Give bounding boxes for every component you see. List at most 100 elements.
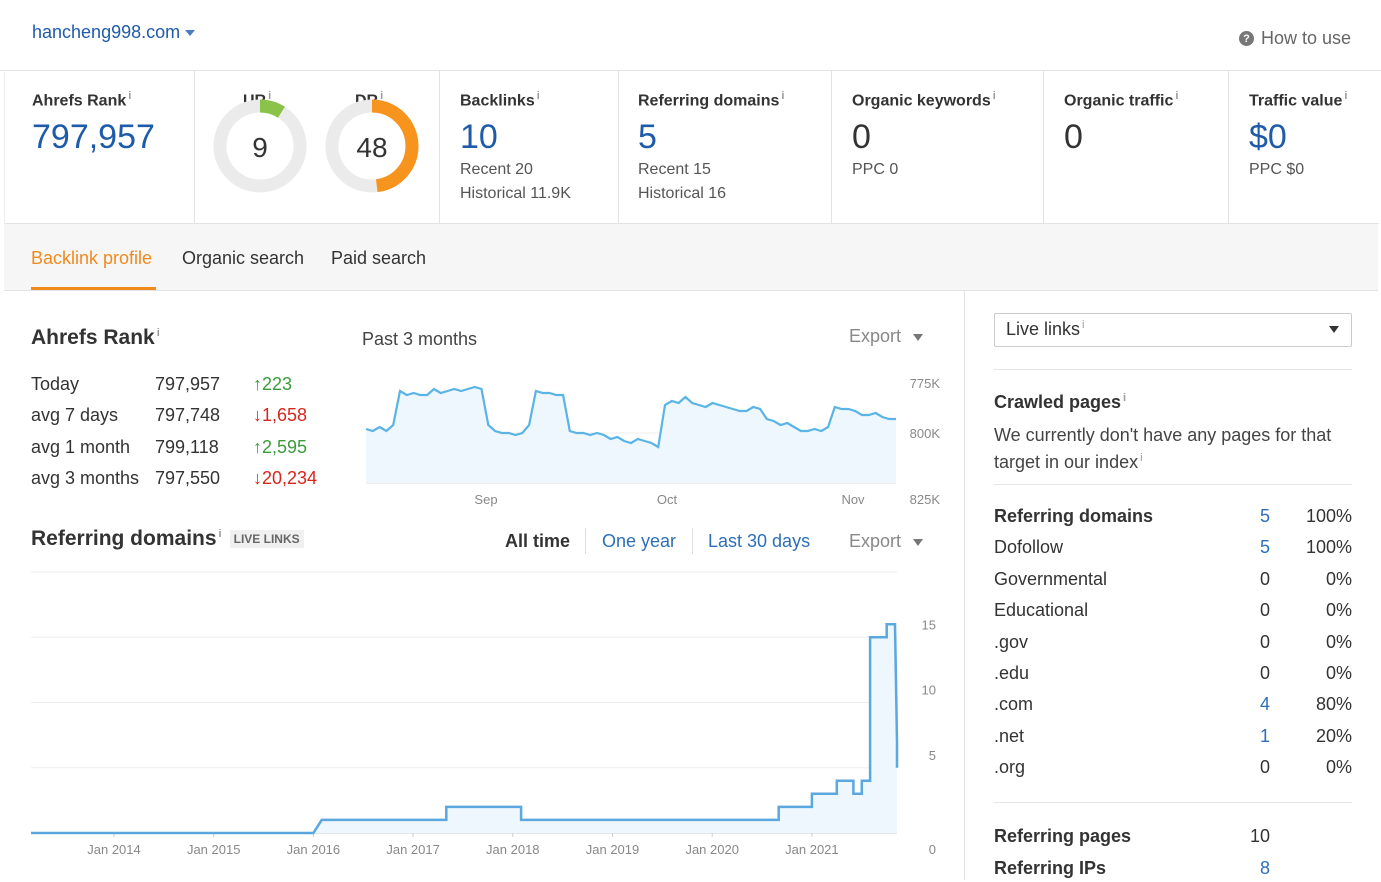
breakdown-label: Dofollow	[994, 537, 1064, 558]
ahrefs-rank-value[interactable]: 797,957	[32, 118, 155, 156]
breakdown-row: .net 1 20%	[994, 726, 1352, 750]
filter-all-time[interactable]: All time	[505, 531, 571, 551]
referring-domains-area	[31, 624, 897, 833]
metric-label: Organic traffic i	[1064, 90, 1179, 110]
breakdown-count: 0	[1259, 757, 1270, 778]
x-tick-label: Jan 2021	[785, 842, 839, 857]
info-icon[interactable]: i	[128, 90, 132, 102]
backlinks-historical[interactable]: Historical 11.9K	[460, 185, 571, 202]
backlinks-value[interactable]: 10	[460, 118, 498, 156]
metric-label: Backlinks i	[460, 90, 540, 110]
dropdown-caret-icon[interactable]	[1329, 326, 1339, 333]
referring-domains-historical[interactable]: Historical 16	[638, 185, 727, 202]
breakdown-row: .edu 0 0%	[994, 663, 1352, 687]
metric-organic-traffic: Organic traffic i 0	[1043, 70, 1229, 223]
filter-one-year[interactable]: One year	[602, 531, 677, 551]
links-type-select[interactable]: Live links i	[994, 313, 1352, 347]
metric-referring-domains: Referring domains i 5 Recent 15 Historica…	[618, 70, 832, 223]
info-icon[interactable]: i	[156, 327, 160, 339]
info-icon[interactable]: i	[1123, 392, 1127, 404]
x-tick-label: Jan 2017	[386, 842, 440, 857]
breakdown-percent: 0%	[1325, 757, 1352, 778]
how-to-use-link[interactable]: ? How to use	[1238, 28, 1351, 49]
how-to-use-label[interactable]: How to use	[1260, 28, 1351, 48]
referring-domains-recent[interactable]: Recent 15	[638, 161, 711, 178]
breakdown-label: .gov	[994, 631, 1029, 652]
crawled-pages-title: Crawled pages i	[994, 392, 1127, 412]
filter-last-30-days[interactable]: Last 30 days	[708, 531, 811, 551]
referring-ips-label: Referring IPs	[994, 858, 1107, 878]
info-icon[interactable]: i	[536, 90, 540, 102]
rank-row-label: avg 3 months	[31, 468, 140, 488]
breakdown-count[interactable]: 5	[1259, 506, 1270, 526]
info-icon[interactable]: i	[268, 90, 272, 102]
breakdown-label: .edu	[994, 663, 1030, 683]
metric-ur-dr: UR i DR i 9 48	[194, 70, 440, 223]
metric-organic-keywords: Organic keywords i 0 PPC 0	[831, 70, 1044, 223]
divider	[994, 484, 1352, 485]
referring-ips-count[interactable]: 8	[1259, 858, 1270, 878]
rank-row-value: 799,118	[155, 437, 219, 457]
info-icon[interactable]: i	[1344, 90, 1348, 102]
rank-export-button[interactable]: Export	[849, 326, 924, 347]
tab-backlink-profile[interactable]: Backlink profile	[31, 248, 153, 268]
info-icon[interactable]: i	[1175, 90, 1179, 102]
target-domain[interactable]: hancheng998.com	[32, 22, 181, 42]
info-icon[interactable]: i	[1082, 319, 1085, 331]
breakdown-row: Educational 0 0%	[994, 600, 1352, 624]
referring-domains-value[interactable]: 5	[638, 118, 657, 156]
breakdown-count[interactable]: 1	[1259, 725, 1270, 746]
chevron-down-icon[interactable]	[185, 30, 196, 37]
target-domain-selector[interactable]: hancheng998.com	[32, 22, 196, 43]
info-icon[interactable]: i	[380, 90, 384, 102]
x-tick-label: Jan 2019	[586, 842, 640, 857]
breakdown-count[interactable]: 4	[1259, 694, 1270, 715]
breakdown-count[interactable]: 5	[1259, 537, 1270, 558]
breakdown-percent: 0%	[1325, 600, 1352, 621]
rank-row-change: ↓20,234	[253, 468, 318, 488]
rank-row-value: 797,550	[155, 468, 221, 488]
caret-down-icon[interactable]	[913, 538, 924, 546]
y-tick-label: 775K	[910, 376, 941, 391]
info-icon[interactable]: i	[781, 90, 785, 102]
caret-down-icon[interactable]	[913, 333, 924, 341]
rank-line	[365, 385, 896, 449]
metric-traffic-value: Traffic value i $0 PPC $0	[1228, 70, 1378, 223]
x-tick-label: Jan 2018	[486, 842, 540, 857]
breakdown-percent: 100%	[1305, 537, 1352, 558]
breakdown-percent: 20%	[1315, 725, 1352, 746]
referring-pages-row: Referring pages 10	[994, 826, 1352, 850]
traffic-value-value[interactable]: $0	[1249, 118, 1287, 156]
rank-row-change: ↑2,595	[253, 437, 308, 457]
referring-domains-export-button[interactable]: Export	[849, 531, 924, 552]
metric-ahrefs-rank: Ahrefs Rank i 797,957	[5, 70, 195, 223]
divider	[994, 802, 1352, 803]
tabs-bar: Backlink profile Organic search Paid sea…	[4, 224, 1378, 291]
dr-value: 48	[356, 132, 388, 163]
tab-organic-search[interactable]: Organic search	[182, 248, 305, 268]
backlinks-recent[interactable]: Recent 20	[460, 161, 533, 178]
breakdown-row: .com 4 80%	[994, 694, 1352, 718]
breakdown-percent: 80%	[1315, 694, 1352, 715]
breakdown-row: .gov 0 0%	[994, 632, 1352, 656]
rank-row-value: 797,957	[155, 374, 221, 394]
info-icon[interactable]: i	[218, 528, 222, 540]
referring-domains-section-title: Referring domains i LIVE LINKS	[31, 527, 304, 551]
divider	[994, 369, 1352, 370]
info-icon[interactable]: i	[992, 90, 996, 102]
ahrefs-rank-chart: 775K 800K 825K Sep Oct Nov	[365, 376, 941, 507]
tab-paid-search[interactable]: Paid search	[331, 248, 427, 268]
links-type-value[interactable]: Live links i	[1006, 319, 1085, 339]
breakdown-label: .net	[994, 725, 1025, 746]
breakdown-label: .com	[994, 694, 1034, 715]
ur-value: 9	[252, 132, 268, 163]
traffic-value-ppc: PPC $0	[1249, 161, 1305, 178]
breakdown-label: .org	[994, 757, 1026, 778]
breakdown-row: Referring domains 5 100%	[994, 506, 1352, 530]
ahrefs-rank-section-title: Ahrefs Rank i	[31, 326, 160, 349]
help-icon[interactable]: ?	[1238, 31, 1254, 46]
organic-traffic-value: 0	[1064, 118, 1083, 156]
breakdown-percent: 100%	[1305, 506, 1352, 526]
info-icon[interactable]: i	[1140, 452, 1143, 464]
